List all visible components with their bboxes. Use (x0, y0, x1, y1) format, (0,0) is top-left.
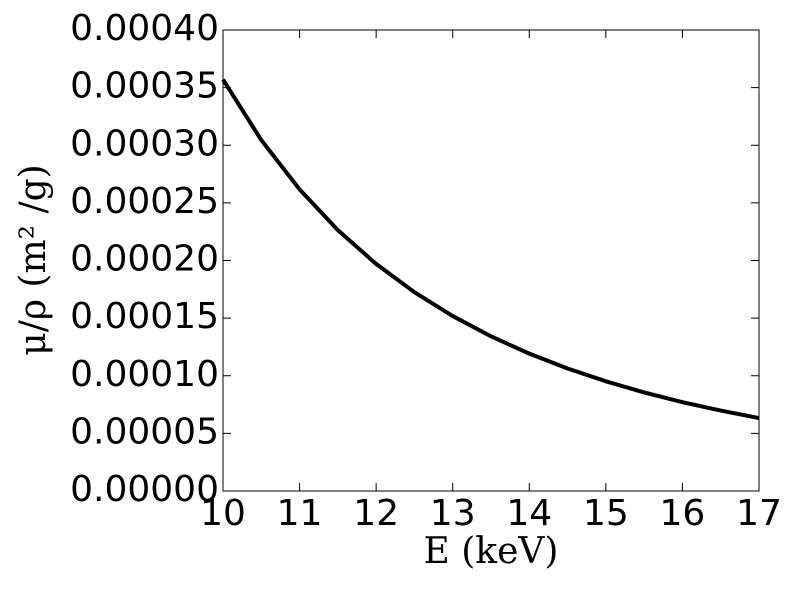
plot-frame (222, 29, 760, 492)
x-tick-label: 12 (353, 493, 399, 534)
x-tick-label: 16 (660, 493, 706, 534)
x-tick-label: 17 (736, 493, 782, 534)
y-tick-label: 0.00030 (70, 123, 219, 164)
y-axis-label: μ/ρ (m² /g) (13, 164, 54, 355)
y-tick-label: 0.00040 (70, 8, 219, 49)
x-tick-label: 10 (200, 493, 246, 534)
x-axis-label: E (keV) (424, 531, 559, 572)
x-tick-label: 15 (583, 493, 629, 534)
x-tick-label: 11 (277, 493, 323, 534)
y-tick-label: 0.00020 (70, 239, 219, 280)
data-line (221, 78, 760, 421)
x-tick-label: 14 (506, 493, 552, 534)
y-tick-label: 0.00000 (70, 469, 219, 510)
y-tick-label: 0.00035 (70, 66, 219, 107)
y-tick-label: 0.00015 (70, 296, 219, 337)
y-tick-label: 0.00005 (70, 411, 219, 452)
y-tick-label: 0.00010 (70, 354, 219, 395)
y-tick-label: 0.00025 (70, 181, 219, 222)
x-tick-label: 13 (430, 493, 476, 534)
